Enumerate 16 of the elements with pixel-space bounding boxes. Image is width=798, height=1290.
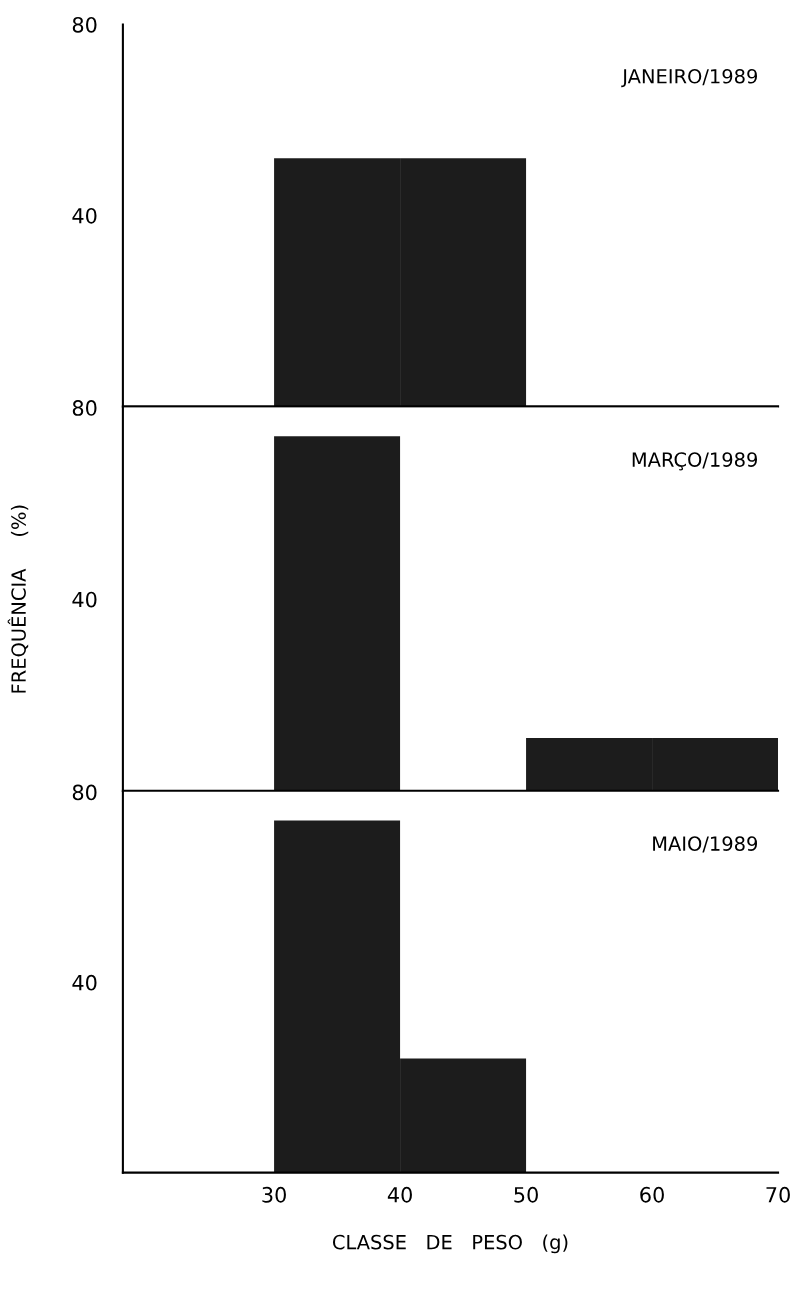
x-axis-title: CLASSE DE PESO (g) — [332, 1234, 568, 1254]
text: MAIO/1989 — [653, 836, 758, 853]
x-tick-label: 40 — [387, 1186, 412, 1203]
y-tick-label: 40 — [72, 207, 97, 224]
y-tick-label: 40 — [72, 591, 97, 608]
text: JANEIRO/1989 — [621, 68, 758, 88]
x-tick-label: 60 — [640, 1186, 664, 1203]
text: MARÇO/1989 — [632, 452, 758, 471]
y-tick-label: 80 — [72, 16, 97, 33]
y-tick-label: 80 — [72, 784, 97, 801]
x-tick-label: 30 — [262, 1186, 286, 1203]
x-tick-label: 70 — [766, 1186, 790, 1203]
y-tick-label: 80 — [72, 400, 97, 416]
y-tick-label: 40 — [72, 974, 97, 991]
x-tick-label: 50 — [514, 1186, 538, 1203]
y-axis-title: FREQUÊNCIA (%) — [7, 505, 29, 693]
